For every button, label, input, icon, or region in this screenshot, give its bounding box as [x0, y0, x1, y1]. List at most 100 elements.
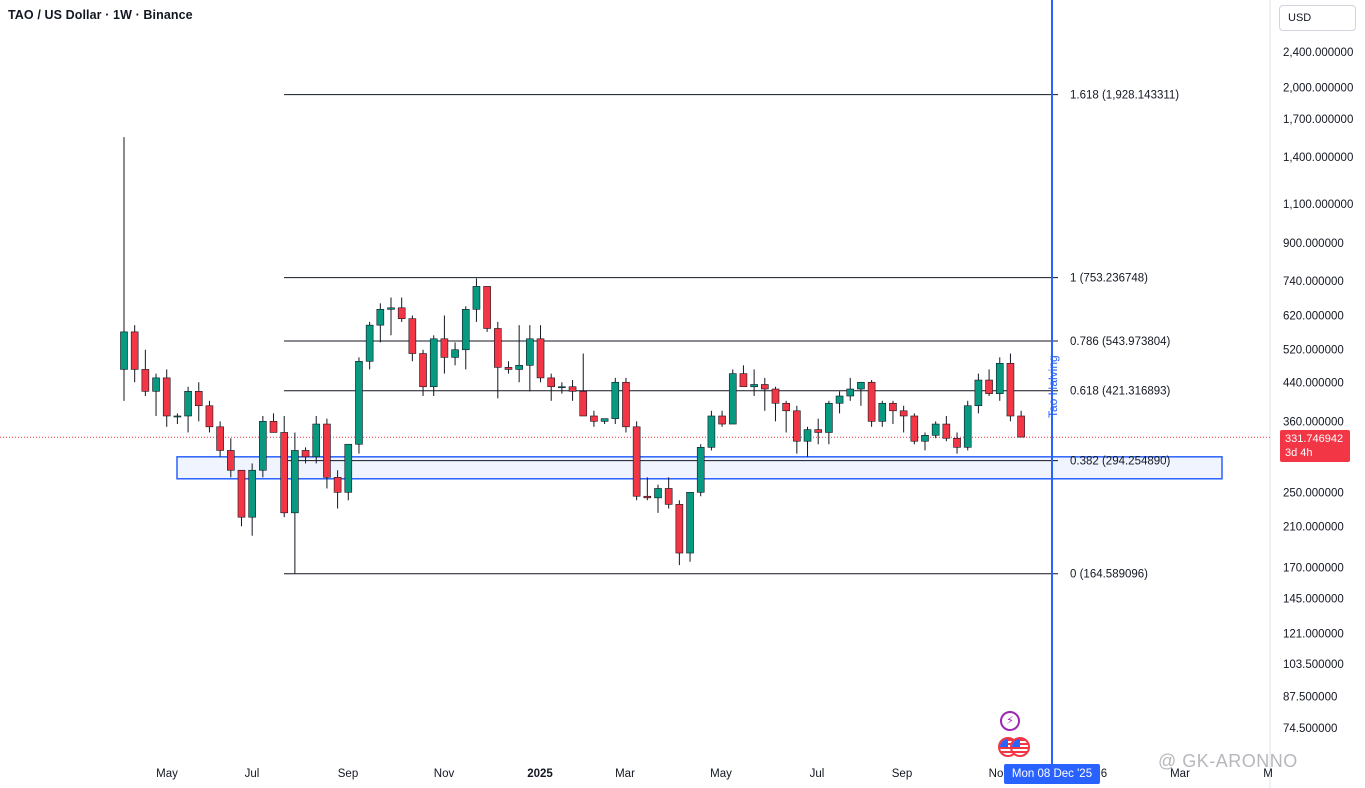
candle[interactable] — [536, 325, 545, 383]
candle[interactable] — [280, 415, 289, 518]
candle[interactable] — [825, 400, 833, 445]
candle[interactable] — [985, 369, 993, 397]
candle[interactable] — [558, 382, 566, 394]
candle[interactable] — [718, 410, 726, 427]
candle[interactable] — [194, 382, 203, 422]
candle[interactable] — [889, 400, 897, 425]
candle[interactable] — [312, 415, 321, 464]
candle[interactable] — [568, 380, 577, 401]
candle[interactable] — [953, 432, 961, 454]
candle[interactable] — [995, 357, 1004, 401]
candle[interactable] — [397, 297, 406, 322]
lightning-bolt-icon[interactable]: ⚡ — [1000, 711, 1020, 731]
candle[interactable] — [782, 400, 790, 433]
crosshair-date-label: Mon 08 Dec '25 — [1004, 764, 1100, 784]
candle[interactable] — [461, 306, 470, 370]
candle[interactable] — [643, 477, 652, 501]
candle[interactable] — [130, 325, 139, 383]
candle[interactable] — [675, 500, 684, 566]
candle[interactable] — [344, 443, 353, 501]
candle-body — [558, 386, 566, 389]
candle-body — [461, 309, 470, 351]
candle[interactable] — [547, 373, 556, 401]
candle[interactable] — [1017, 410, 1025, 438]
candle-body — [291, 450, 299, 514]
candle[interactable] — [162, 369, 171, 427]
candle[interactable] — [835, 391, 844, 414]
candle[interactable] — [579, 353, 588, 417]
candle[interactable] — [622, 377, 630, 433]
candle[interactable] — [291, 432, 299, 574]
candle[interactable] — [237, 469, 246, 527]
candle[interactable] — [483, 286, 491, 332]
candle[interactable] — [654, 484, 662, 513]
candle[interactable] — [408, 315, 417, 362]
candle[interactable] — [440, 315, 449, 374]
candle[interactable] — [664, 477, 673, 509]
tao-halving-label[interactable]: Tao Halving — [1046, 355, 1060, 418]
fib-level-label: 0.618 (421.316893) — [1070, 386, 1171, 398]
candle[interactable] — [419, 349, 427, 397]
candle-body — [419, 353, 427, 388]
candle[interactable] — [963, 400, 972, 451]
candle[interactable] — [803, 426, 812, 457]
candle[interactable] — [910, 413, 919, 445]
candle[interactable] — [814, 418, 823, 445]
candle[interactable] — [974, 373, 983, 414]
time-axis-tick: M — [1263, 768, 1273, 780]
candle[interactable] — [611, 377, 620, 425]
candle[interactable] — [600, 418, 609, 425]
candle[interactable] — [899, 405, 908, 433]
candle[interactable] — [1006, 353, 1015, 422]
candle[interactable] — [152, 373, 160, 416]
candle[interactable] — [504, 361, 513, 374]
candle[interactable] — [301, 447, 310, 464]
candle[interactable] — [867, 380, 876, 427]
time-axis-tick: 2025 — [527, 768, 553, 780]
candle[interactable] — [216, 421, 224, 457]
candle[interactable] — [760, 377, 769, 411]
candle[interactable] — [771, 386, 780, 422]
candle[interactable] — [323, 418, 331, 489]
candle[interactable] — [493, 321, 502, 399]
candle[interactable] — [707, 410, 716, 451]
candle[interactable] — [429, 335, 438, 397]
candle[interactable] — [515, 325, 523, 383]
candle[interactable] — [696, 444, 705, 497]
candle-body — [205, 405, 214, 428]
candle[interactable] — [472, 278, 481, 322]
candle[interactable] — [227, 438, 235, 478]
us-flag-icon[interactable] — [998, 737, 1032, 757]
candle[interactable] — [878, 400, 887, 427]
candle[interactable] — [632, 421, 641, 501]
candle[interactable] — [173, 413, 182, 425]
currency-selector[interactable]: USD — [1279, 5, 1356, 31]
candle[interactable] — [857, 381, 865, 406]
candle[interactable] — [686, 492, 694, 562]
candle[interactable] — [269, 413, 278, 433]
candle[interactable] — [333, 470, 342, 509]
candle[interactable] — [451, 342, 459, 366]
candle[interactable] — [205, 400, 214, 433]
candle[interactable] — [184, 386, 192, 433]
candle[interactable] — [259, 415, 267, 478]
candle[interactable] — [750, 369, 758, 397]
candle[interactable] — [248, 463, 256, 536]
candle[interactable] — [387, 297, 395, 336]
candle[interactable] — [846, 377, 855, 401]
candle[interactable] — [793, 405, 801, 454]
candle[interactable] — [728, 369, 737, 425]
candle[interactable] — [526, 325, 534, 392]
candle[interactable] — [921, 432, 929, 451]
candle[interactable] — [355, 357, 363, 454]
current-price-value: 331.746942 — [1285, 433, 1344, 445]
candle[interactable] — [141, 349, 150, 397]
candle[interactable] — [590, 410, 598, 427]
candle[interactable] — [365, 321, 374, 370]
candle[interactable] — [942, 415, 951, 442]
candle[interactable] — [739, 365, 748, 388]
candle[interactable] — [120, 137, 128, 401]
candle[interactable] — [931, 421, 940, 439]
candle[interactable] — [376, 303, 385, 343]
